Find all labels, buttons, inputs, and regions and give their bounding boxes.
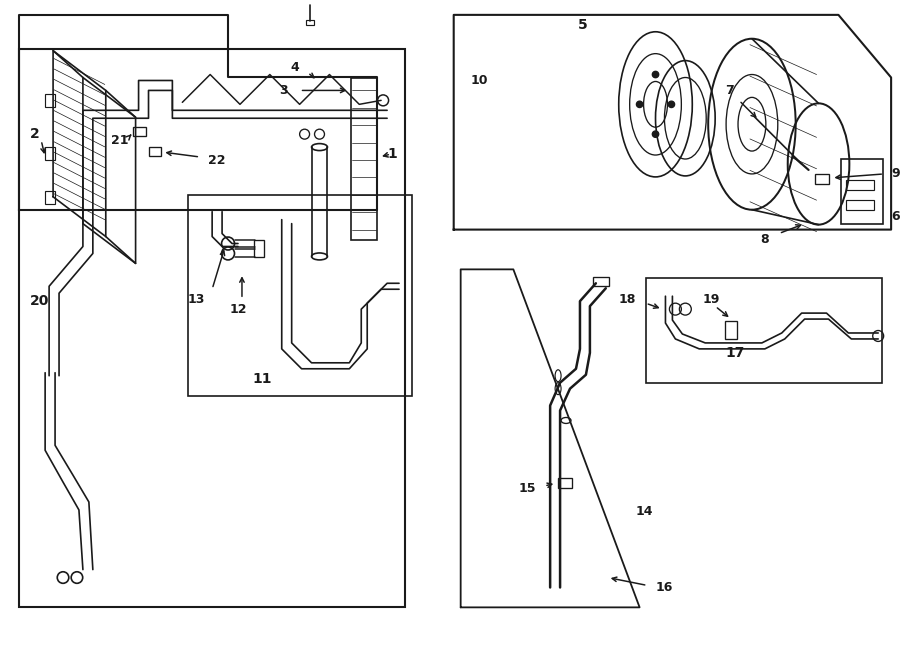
Bar (842, 159, 883, 223)
Text: 13: 13 (188, 293, 205, 305)
Bar (45, 191, 55, 204)
Text: 4: 4 (291, 61, 300, 74)
Bar (725, 321, 737, 339)
Text: 17: 17 (725, 346, 744, 360)
Text: 5: 5 (578, 18, 588, 32)
Circle shape (652, 71, 659, 78)
Bar (645, 278, 882, 383)
Bar (814, 174, 830, 184)
Text: 21: 21 (111, 134, 129, 147)
Text: 16: 16 (655, 581, 673, 594)
Circle shape (636, 101, 643, 108)
Text: 2: 2 (30, 127, 40, 141)
Bar (846, 200, 874, 210)
Bar (45, 147, 55, 160)
Bar (254, 239, 264, 257)
Text: 22: 22 (208, 153, 226, 167)
Bar (188, 195, 412, 396)
Text: 10: 10 (471, 74, 488, 87)
Text: 20: 20 (30, 294, 49, 308)
Text: 7: 7 (724, 84, 733, 97)
Text: 12: 12 (230, 303, 247, 315)
Text: 15: 15 (518, 482, 536, 494)
Bar (306, 20, 313, 25)
Bar (132, 127, 146, 136)
Text: 6: 6 (891, 210, 900, 223)
Bar (593, 278, 608, 286)
Bar (558, 478, 572, 488)
Circle shape (652, 131, 659, 137)
Text: 18: 18 (618, 293, 635, 305)
Bar (19, 49, 405, 607)
Polygon shape (461, 270, 640, 607)
Bar (148, 147, 161, 156)
Text: 1: 1 (387, 147, 397, 161)
Text: 3: 3 (279, 84, 288, 97)
Text: 9: 9 (891, 167, 900, 180)
Text: 14: 14 (635, 506, 653, 518)
Bar (45, 95, 55, 107)
Text: 8: 8 (760, 233, 769, 246)
Text: 19: 19 (702, 293, 720, 305)
Circle shape (668, 101, 675, 108)
Bar (351, 79, 377, 239)
Bar (846, 180, 874, 190)
Text: 11: 11 (252, 371, 272, 386)
